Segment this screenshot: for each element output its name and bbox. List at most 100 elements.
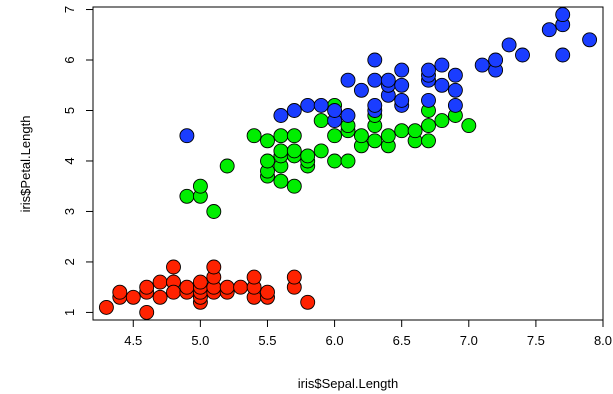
y-tick-label: 1 bbox=[62, 309, 77, 316]
data-point bbox=[515, 47, 530, 63]
data-point bbox=[447, 82, 463, 98]
x-axis: 4.5 5.0 5.5 6.0 6.5 7.0 7.5 8.0 bbox=[124, 319, 612, 348]
x-tick-label: 5.5 bbox=[258, 333, 276, 348]
data-point bbox=[394, 92, 410, 108]
x-tick-label: 5.0 bbox=[191, 333, 209, 348]
data-point bbox=[166, 259, 181, 275]
data-point bbox=[327, 103, 343, 118]
data-point bbox=[219, 158, 235, 174]
y-tick-label: 6 bbox=[62, 56, 77, 63]
data-point bbox=[192, 178, 208, 194]
data-point bbox=[367, 97, 383, 113]
y-tick-label: 5 bbox=[62, 107, 77, 114]
data-point bbox=[286, 178, 302, 194]
data-point bbox=[434, 57, 450, 73]
data-point bbox=[447, 97, 463, 113]
x-tick-label: 7.0 bbox=[460, 333, 478, 348]
data-point bbox=[340, 72, 356, 88]
data-point bbox=[555, 7, 571, 23]
data-point bbox=[313, 113, 329, 129]
data-point bbox=[286, 269, 302, 285]
y-axis: 1 2 3 4 5 6 7 bbox=[62, 6, 94, 316]
y-tick-label: 4 bbox=[62, 157, 77, 164]
data-point bbox=[179, 128, 195, 144]
data-point bbox=[367, 52, 383, 68]
data-point bbox=[461, 118, 477, 134]
data-point bbox=[246, 128, 262, 144]
data-point bbox=[286, 143, 302, 159]
data-point bbox=[273, 143, 289, 159]
y-axis-label: iris$Petal.Length bbox=[18, 116, 33, 213]
data-point bbox=[394, 62, 410, 78]
data-point bbox=[273, 108, 289, 123]
x-tick-label: 7.5 bbox=[527, 333, 545, 348]
data-point bbox=[98, 299, 114, 315]
data-point bbox=[434, 113, 450, 129]
data-point bbox=[260, 153, 275, 169]
data-point bbox=[139, 304, 155, 320]
series-1 bbox=[98, 259, 316, 320]
data-point bbox=[541, 22, 557, 38]
data-point bbox=[367, 72, 383, 88]
data-point bbox=[313, 97, 329, 113]
x-axis-label: iris$Sepal.Length bbox=[298, 376, 398, 391]
data-point bbox=[112, 284, 128, 300]
data-point bbox=[300, 97, 316, 113]
data-point bbox=[179, 188, 195, 204]
x-tick-label: 8.0 bbox=[594, 333, 612, 348]
data-point bbox=[300, 148, 316, 164]
data-point bbox=[125, 289, 141, 305]
data-point bbox=[286, 103, 302, 118]
data-point bbox=[260, 284, 275, 300]
data-point bbox=[192, 274, 208, 290]
data-point bbox=[152, 274, 168, 290]
data-point bbox=[488, 52, 504, 68]
data-point bbox=[166, 284, 181, 300]
data-point bbox=[367, 133, 383, 149]
data-point bbox=[206, 204, 222, 219]
data-point bbox=[447, 67, 463, 83]
data-points bbox=[98, 7, 598, 320]
data-point bbox=[434, 77, 450, 93]
data-point bbox=[300, 294, 316, 310]
data-point bbox=[394, 77, 410, 93]
y-tick-label: 2 bbox=[62, 258, 77, 265]
data-point bbox=[380, 72, 396, 88]
data-point bbox=[286, 128, 302, 144]
data-point bbox=[474, 57, 490, 73]
data-point bbox=[219, 279, 235, 295]
series-3 bbox=[179, 7, 598, 144]
data-point bbox=[139, 279, 155, 295]
data-point bbox=[233, 279, 249, 295]
data-point bbox=[273, 128, 289, 144]
x-tick-label: 6.5 bbox=[393, 333, 411, 348]
data-point bbox=[353, 82, 369, 98]
data-point bbox=[152, 289, 168, 305]
data-point bbox=[327, 153, 343, 169]
y-tick-label: 7 bbox=[62, 6, 77, 13]
data-point bbox=[421, 92, 436, 108]
y-tick-label: 3 bbox=[62, 208, 77, 215]
data-point bbox=[246, 269, 262, 285]
data-point bbox=[179, 279, 195, 295]
series-2 bbox=[179, 97, 477, 219]
data-point bbox=[582, 32, 598, 48]
data-point bbox=[421, 118, 436, 134]
data-point bbox=[206, 259, 222, 275]
data-point bbox=[273, 173, 289, 189]
data-point bbox=[394, 123, 410, 139]
data-point bbox=[260, 133, 275, 149]
data-point bbox=[555, 47, 571, 63]
data-point bbox=[313, 143, 329, 159]
x-tick-label: 6.0 bbox=[326, 333, 344, 348]
data-point bbox=[353, 128, 369, 144]
data-point bbox=[340, 108, 356, 123]
data-point bbox=[421, 62, 436, 78]
data-point bbox=[421, 133, 436, 149]
data-point bbox=[380, 128, 396, 144]
data-point bbox=[407, 123, 423, 139]
data-point bbox=[327, 128, 343, 144]
data-point bbox=[501, 37, 517, 53]
